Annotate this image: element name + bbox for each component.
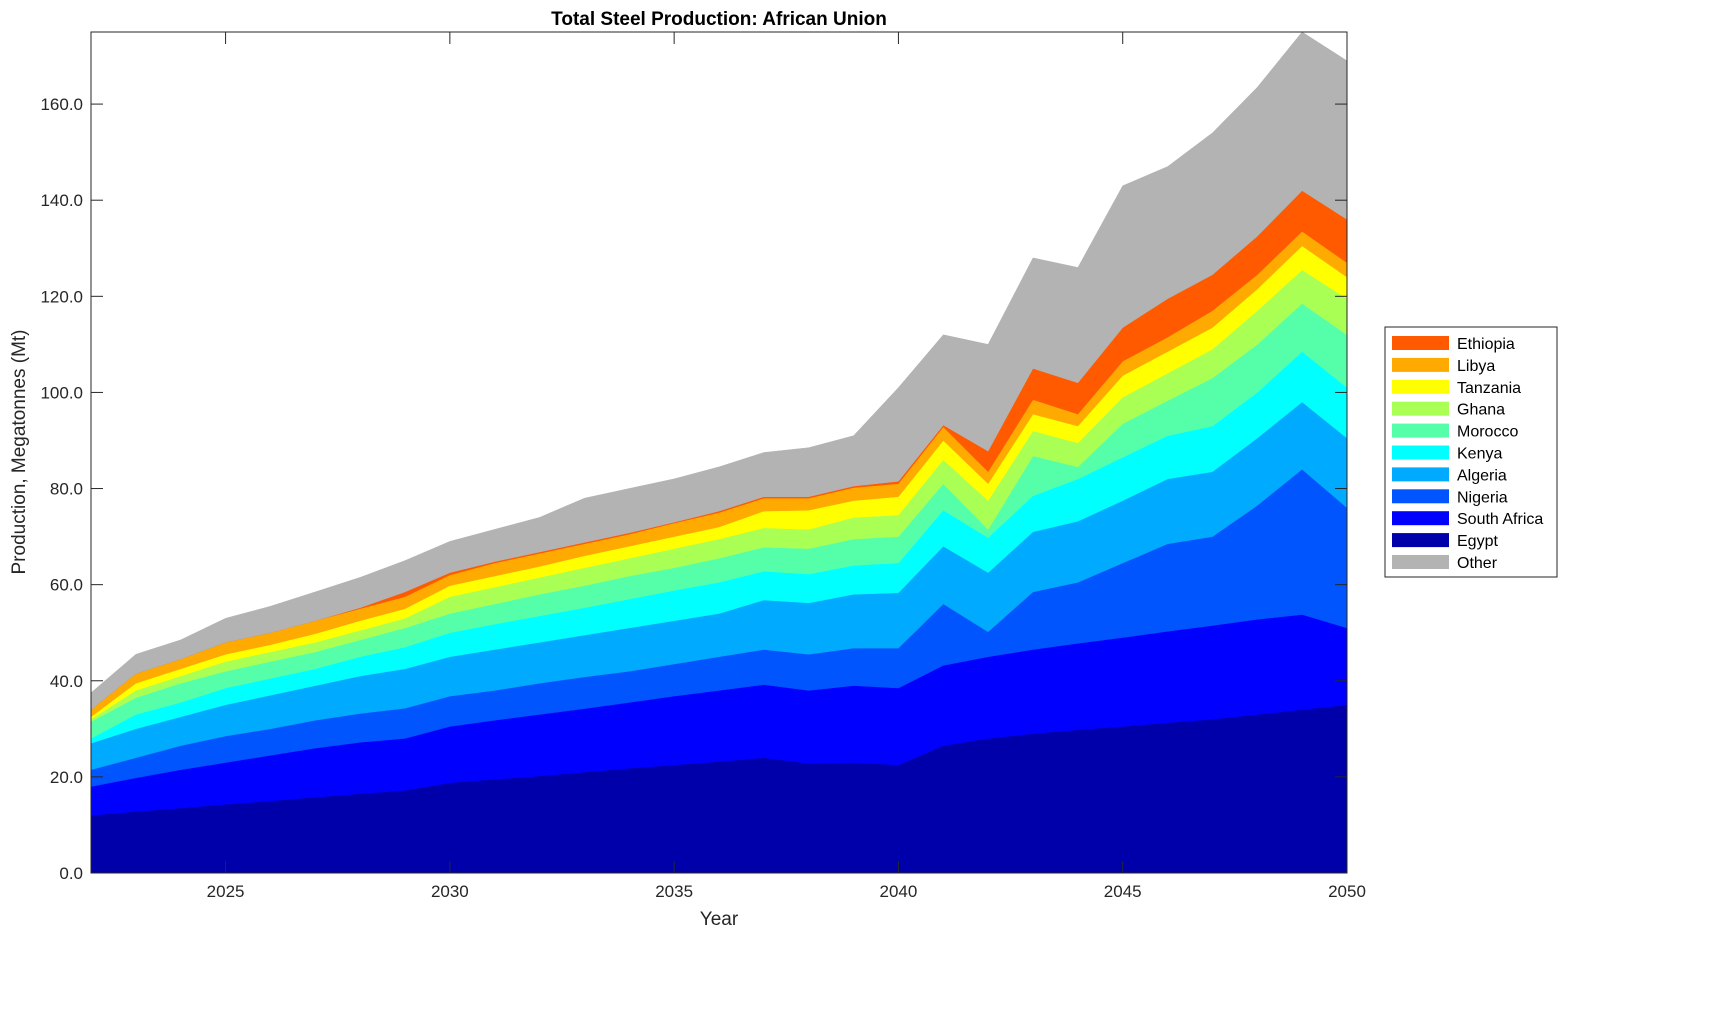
legend-label: Other	[1457, 555, 1498, 572]
legend-swatch	[1392, 336, 1449, 350]
legend-label: Ethiopia	[1457, 336, 1515, 353]
x-tick-label: 2050	[1328, 882, 1366, 901]
y-tick-label: 60.0	[50, 576, 83, 595]
y-tick-label: 160.0	[40, 95, 83, 114]
area-layers	[90, 31, 1348, 874]
legend-swatch	[1392, 357, 1449, 372]
y-tick-label: 120.0	[40, 287, 83, 306]
legend-label: Egypt	[1457, 533, 1498, 550]
legend-item-ghana: Ghana	[1392, 401, 1505, 419]
y-tick-label: 140.0	[40, 191, 83, 210]
legend-swatch	[1392, 467, 1449, 482]
legend-label: Libya	[1457, 358, 1495, 375]
y-tick-label: 40.0	[50, 672, 83, 691]
legend-item-ethiopia: Ethiopia	[1392, 336, 1515, 353]
legend-label: Algeria	[1457, 467, 1507, 484]
axes: 2025 2030 2035 2040 2045 2050 0.0 20.0 40.0 60.0 8…	[40, 31, 1366, 901]
legend-item-tanzania: Tanzania	[1392, 379, 1521, 397]
y-axis-label: Production, Megatonnes (Mt)	[9, 329, 30, 574]
legend-swatch	[1392, 533, 1449, 548]
x-tick-label: 2025	[207, 882, 245, 901]
x-axis-label: Year	[700, 909, 739, 930]
legend-swatch	[1392, 401, 1449, 416]
legend: Ethiopia Libya Tanzania Ghana Morocco Kenya Al…	[1384, 326, 1558, 578]
legend-item-south-africa: South Africa	[1392, 511, 1543, 528]
plot-frame	[90, 31, 1348, 874]
legend-label: South Africa	[1457, 511, 1543, 528]
legend-item-other: Other	[1392, 555, 1498, 572]
legend-label: Nigeria	[1457, 489, 1508, 506]
legend-item-kenya: Kenya	[1392, 445, 1502, 463]
chart-title: Total Steel Production: African Union	[551, 9, 887, 30]
y-tick-label: 0.0	[59, 864, 83, 883]
legend-swatch	[1392, 445, 1449, 460]
x-tick-label: 2030	[431, 882, 469, 901]
legend-label: Morocco	[1457, 424, 1518, 441]
legend-swatch	[1392, 423, 1449, 438]
legend-label: Kenya	[1457, 446, 1502, 463]
legend-swatch	[1392, 511, 1449, 526]
legend-item-nigeria: Nigeria	[1392, 489, 1508, 506]
y-tick-label: 20.0	[50, 768, 83, 787]
y-tick-label: 100.0	[40, 383, 83, 402]
legend-item-morocco: Morocco	[1392, 423, 1518, 441]
legend-item-libya: Libya	[1392, 357, 1495, 375]
legend-item-algeria: Algeria	[1392, 467, 1507, 484]
legend-item-egypt: Egypt	[1392, 533, 1498, 550]
legend-label: Tanzania	[1457, 380, 1521, 397]
x-tick-label: 2045	[1104, 882, 1142, 901]
y-tick-label: 80.0	[50, 480, 83, 499]
legend-swatch	[1392, 379, 1449, 394]
x-tick-label: 2040	[880, 882, 918, 901]
x-tick-label: 2035	[655, 882, 693, 901]
legend-label: Ghana	[1457, 402, 1505, 419]
legend-swatch	[1392, 489, 1449, 504]
legend-swatch	[1392, 555, 1449, 569]
